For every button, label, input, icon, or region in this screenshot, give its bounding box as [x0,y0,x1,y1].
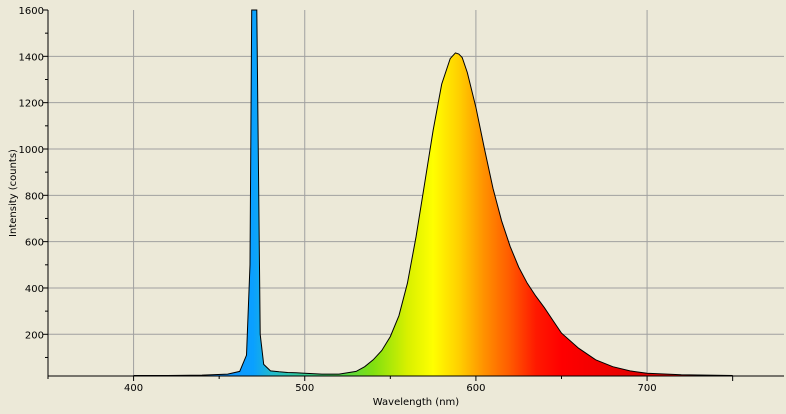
y-tick-label: 600 [25,238,44,249]
x-tick-label: 700 [638,383,657,394]
y-tick-label: 1600 [19,6,44,17]
y-axis-title: Intensity (counts) [8,149,19,237]
y-axis-ticks: 200 400 600 800 1000 1200 1400 1600 [19,6,48,358]
y-tick-label: 1400 [19,52,44,63]
y-tick-label: 400 [25,284,44,295]
spectrum-outline [133,9,733,376]
y-tick-label: 1200 [19,99,44,110]
x-tick-label: 400 [124,383,143,394]
y-tick-label: 200 [25,330,44,341]
y-tick-label: 800 [25,191,44,202]
axes [47,10,784,377]
x-tick-label: 500 [295,383,314,394]
x-axis-title: Wavelength (nm) [373,397,459,408]
x-axis-ticks: 400 500 600 700 [47,376,734,394]
x-tick-label: 600 [466,383,485,394]
y-tick-label: 1000 [19,145,44,156]
spectrum-area [133,10,733,376]
